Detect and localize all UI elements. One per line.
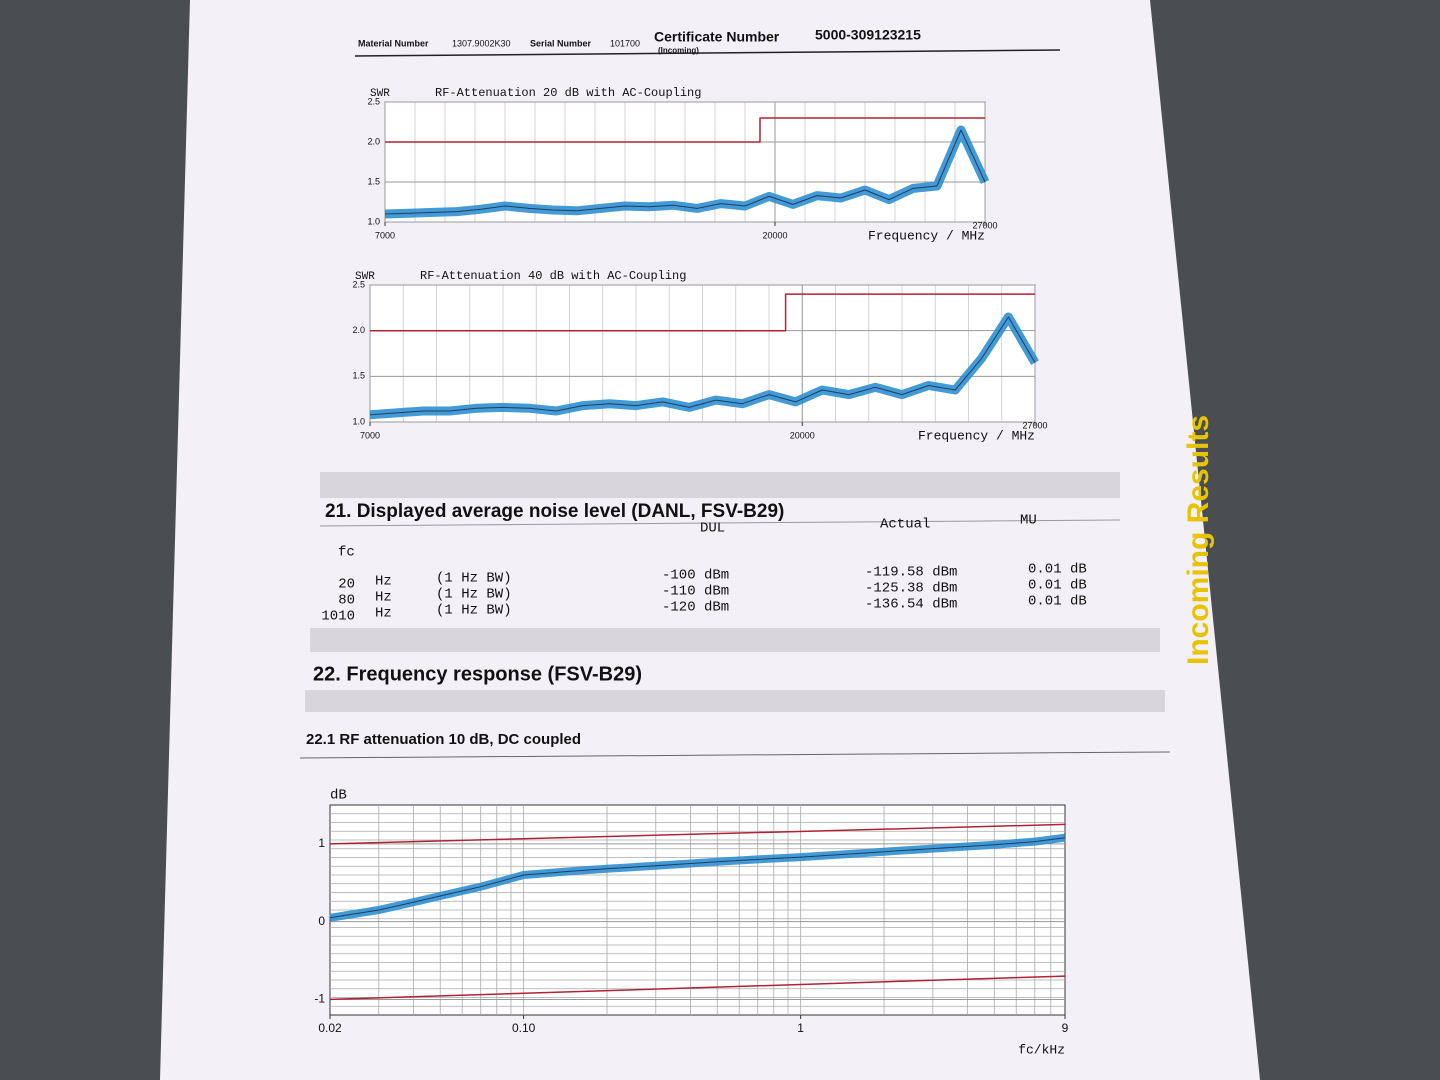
- limit-line: [385, 117, 985, 143]
- table-cell: 80: [338, 593, 355, 609]
- table-cell: -110 dBm: [662, 584, 729, 600]
- x-axis-label: fc/kHz: [1018, 1042, 1065, 1057]
- x-tick-label: 0.02: [318, 1021, 342, 1035]
- y-tick-label: 1.5: [367, 176, 380, 186]
- table-cell: (1 Hz BW): [436, 603, 512, 619]
- column-header: MU: [1020, 513, 1037, 529]
- y-tick-label: 2.5: [367, 96, 380, 106]
- table-cell: Hz: [375, 606, 392, 622]
- x-tick-label: 1: [797, 1021, 804, 1035]
- measured-line: [369, 316, 1036, 416]
- table-cell: 1010: [321, 609, 355, 625]
- x-tick-label: 7000: [360, 430, 380, 440]
- y-tick-label: -1: [314, 992, 325, 1006]
- limit-line: [329, 975, 1066, 1001]
- table-cell: -125.38 dBm: [865, 581, 957, 597]
- x-tick-label: 20000: [790, 430, 815, 440]
- section-bar: [320, 472, 1120, 498]
- y-tick-label: 1.5: [352, 371, 365, 381]
- side-text: Incoming Results: [1182, 415, 1215, 665]
- y-tick-label: 2.0: [367, 136, 380, 146]
- table: fc DUL Actual MU 20 Hz (1 Hz BW) -100 dBm -119.5…: [321, 513, 1086, 625]
- table-cell: 0.01 dB: [1028, 594, 1087, 610]
- x-axis-label: Frequency / MHz: [868, 228, 985, 243]
- table-cell: Hz: [375, 574, 392, 590]
- serial-label: Serial Number: [530, 38, 592, 48]
- limit-line: [329, 823, 1066, 845]
- chart-title: RF-Attenuation 40 dB with AC-Coupling: [420, 269, 686, 283]
- header-rule: [354, 49, 1061, 57]
- x-tick-label: 20000: [762, 230, 787, 240]
- y-tick-label: 1.0: [367, 216, 380, 226]
- certificate: 5000-309123215: [815, 27, 921, 43]
- column-header: Actual: [880, 517, 930, 533]
- table-cell: -136.54 dBm: [865, 597, 957, 613]
- section-rule: [319, 519, 1121, 527]
- table-cell: (1 Hz BW): [436, 587, 512, 603]
- x-tick-label: 9: [1062, 1021, 1069, 1035]
- certificate-note: (Incoming): [658, 46, 699, 55]
- measured-line: [384, 129, 986, 215]
- y-axis-label: dB: [330, 788, 347, 804]
- y-axis-label: SWR: [355, 271, 375, 283]
- limit-line: [370, 293, 1035, 332]
- section-title: 21. Displayed average noise level (DANL,…: [325, 501, 784, 522]
- x-tick-label: 7000: [375, 230, 395, 240]
- material-label: Material Number: [358, 38, 429, 48]
- certificate-label: Certificate Number: [654, 29, 780, 45]
- y-tick-label: 1: [318, 836, 325, 850]
- table-cell: 20: [338, 577, 355, 593]
- table-cell: (1 Hz BW): [436, 571, 512, 587]
- y-tick-label: 2.0: [352, 325, 365, 335]
- section-title: 22. Frequency response (FSV-B29): [313, 663, 642, 685]
- section-rule: [299, 751, 1171, 759]
- table-cell: -119.58 dBm: [865, 565, 957, 581]
- table-cell: -100 dBm: [662, 568, 729, 584]
- table-cell: 0.01 dB: [1028, 562, 1087, 578]
- column-header: fc: [338, 545, 355, 561]
- section-bar: [310, 628, 1160, 652]
- table-cell: -120 dBm: [662, 600, 729, 616]
- y-tick-label: 2.5: [352, 279, 365, 289]
- table-cell: 0.01 dB: [1028, 578, 1087, 594]
- section-bar: [305, 690, 1165, 712]
- column-header: DUL: [700, 521, 725, 537]
- y-tick-label: 1.0: [352, 416, 365, 426]
- subsection-title: 22.1 RF attenuation 10 dB, DC coupled: [306, 731, 581, 748]
- y-axis-label: SWR: [370, 88, 390, 100]
- material: 1307.9002K30: [452, 38, 511, 48]
- serial: 101700: [610, 38, 640, 48]
- measured-line: [329, 837, 1066, 919]
- y-tick-label: 0: [318, 914, 325, 928]
- x-axis-label: Frequency / MHz: [918, 428, 1035, 443]
- x-tick-label: 0.10: [512, 1021, 536, 1035]
- table-cell: Hz: [375, 590, 392, 606]
- chart-title: RF-Attenuation 20 dB with AC-Coupling: [435, 86, 701, 100]
